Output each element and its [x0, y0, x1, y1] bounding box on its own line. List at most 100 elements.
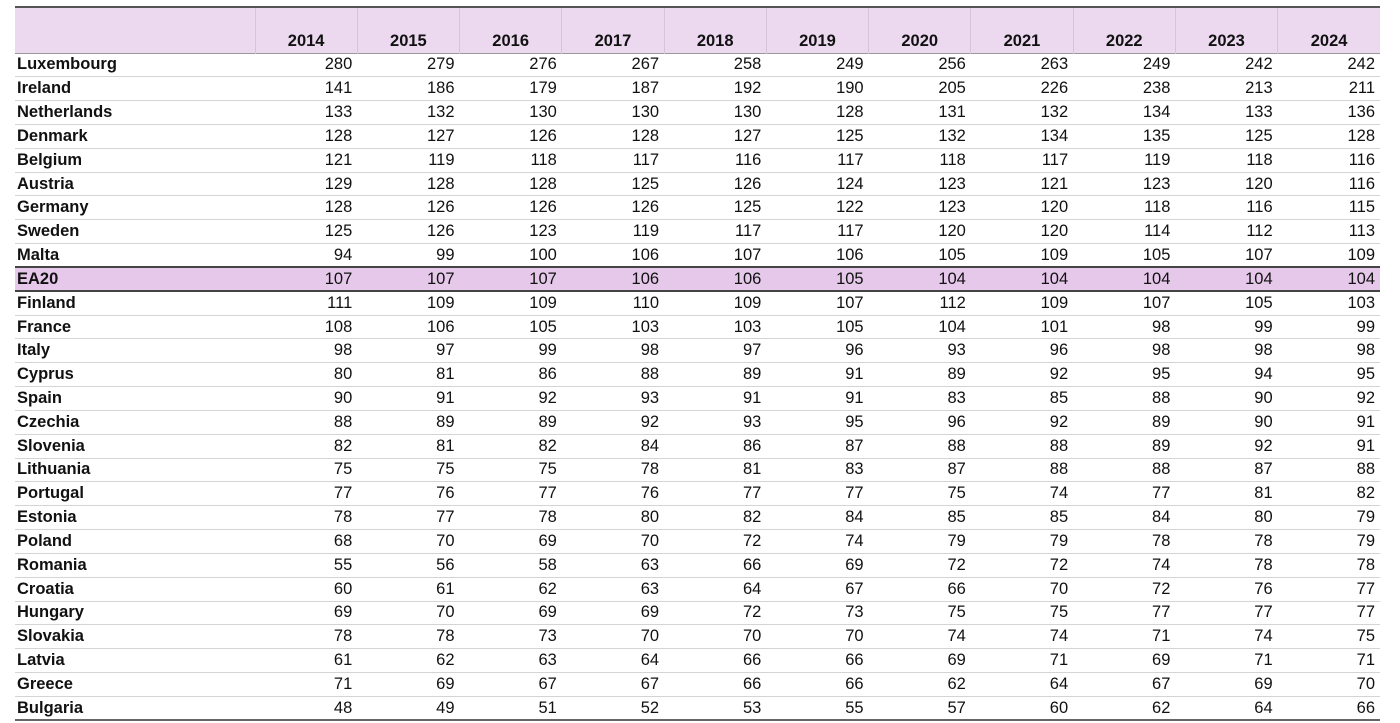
cell-value: 73 — [845, 603, 864, 622]
table-row: Germany 128 126 126 126 125 122 123 120 118 116 115 — [15, 196, 1380, 220]
cell-value: 66 — [742, 674, 762, 693]
cell-value: 89 — [436, 412, 455, 431]
cell-value: 69 — [333, 603, 353, 622]
cell-value: 135 — [1142, 126, 1171, 145]
cell-value: 128 — [324, 126, 353, 145]
cell-value: 123 — [938, 198, 966, 217]
cell-value: 119 — [632, 222, 660, 241]
cell-value: 75 — [1049, 603, 1069, 622]
cell-value: 88 — [1049, 460, 1069, 479]
cell-value: 58 — [538, 555, 557, 574]
column-header: 2021 — [970, 7, 1074, 53]
table-row: Cyprus 80 81 86 88 89 91 89 92 95 94 95 — [15, 363, 1380, 387]
cell-value: 73 — [538, 627, 557, 646]
row-label: Greece — [17, 674, 73, 693]
cell-value: 72 — [742, 603, 762, 622]
cell-value: 89 — [1152, 412, 1171, 431]
cell-value: 62 — [436, 651, 455, 670]
cell-value: 125 — [836, 126, 864, 145]
cell-value: 92 — [1049, 412, 1069, 431]
cell-value: 80 — [333, 365, 353, 384]
cell-value: 106 — [631, 245, 660, 264]
cell-value: 87 — [947, 460, 966, 479]
cell-value: 101 — [1040, 317, 1069, 336]
cell-value: 60 — [333, 579, 353, 598]
cell-value: 93 — [640, 389, 660, 407]
cell-value: 129 — [324, 174, 353, 193]
cell-value: 123 — [1142, 174, 1171, 193]
row-label: Italy — [17, 341, 51, 360]
column-header: 2019 — [765, 7, 869, 53]
cell-value: 87 — [1254, 460, 1273, 479]
table-row: Portugal 77 76 77 76 77 77 75 74 77 81 82 — [15, 482, 1380, 506]
cell-value: 107 — [427, 269, 455, 288]
cell-value: 118 — [1246, 150, 1273, 169]
cell-value: 118 — [530, 150, 557, 169]
row-label: Denmark — [17, 126, 88, 145]
cell-value: 88 — [640, 365, 660, 384]
cell-value: 103 — [631, 317, 660, 336]
cell-value: 125 — [324, 222, 353, 241]
cell-value: 79 — [1356, 508, 1375, 527]
data-table: 2014 2015 2016 2017 2018 2019 2020 2021 2022 2023… — [15, 6, 1380, 721]
cell-value: 69 — [436, 674, 455, 693]
table-row: Denmark 128 127 126 128 127 125 132 134 135 125 128 — [15, 124, 1380, 149]
header-row: 2014 2015 2016 2017 2018 2019 2020 2021 2022 2023… — [15, 7, 1380, 53]
cell-value: 131 — [938, 103, 966, 122]
cell-value: 67 — [640, 674, 660, 693]
cell-value: 60 — [1049, 698, 1069, 717]
table-row: Latvia 61 62 63 64 66 66 69 71 69 71 71 — [15, 649, 1380, 673]
row-label: Austria — [17, 174, 74, 193]
cell-value: 70 — [742, 627, 762, 646]
cell-value: 192 — [733, 79, 762, 98]
cell-value: 134 — [1142, 103, 1171, 122]
cell-value: 69 — [947, 651, 966, 670]
cell-value: 226 — [1040, 79, 1069, 98]
cell-value: 92 — [1356, 389, 1375, 407]
table-row: Belgium 121 119 118 117 116 117 118 117 119 118 116 — [15, 148, 1380, 173]
cell-value: 107 — [1245, 245, 1273, 264]
cell-value: 78 — [1254, 531, 1273, 550]
cell-value: 112 — [1246, 222, 1273, 241]
cell-value: 242 — [1347, 55, 1375, 74]
cell-value: 205 — [938, 79, 966, 98]
cell-value: 78 — [1356, 555, 1375, 574]
cell-value: 126 — [529, 198, 557, 217]
cell-value: 100 — [529, 245, 557, 264]
cell-value: 107 — [733, 245, 762, 264]
cell-value: 132 — [1040, 103, 1069, 122]
cell-value: 62 — [1152, 698, 1171, 717]
cell-value: 104 — [938, 269, 966, 288]
cell-value: 63 — [640, 555, 660, 574]
cell-value: 93 — [947, 341, 966, 360]
cell-value: 128 — [427, 174, 455, 193]
cell-value: 91 — [742, 389, 762, 407]
cell-value: 62 — [947, 674, 966, 693]
cell-value: 98 — [1152, 317, 1171, 336]
cell-value: 77 — [1356, 603, 1375, 622]
column-header: 2022 — [1072, 7, 1176, 53]
cell-value: 75 — [436, 460, 455, 479]
cell-value: 179 — [529, 79, 557, 98]
table-row: Netherlands 133 132 130 130 130 128 131 132 134 13… — [15, 101, 1380, 125]
cell-value: 88 — [1356, 460, 1375, 479]
cell-value: 94 — [333, 245, 353, 264]
row-label: Bulgaria — [17, 698, 84, 717]
cell-value: 69 — [1152, 651, 1171, 670]
row-label: Czechia — [17, 412, 80, 431]
cell-value: 70 — [640, 627, 660, 646]
cell-value: 120 — [938, 222, 966, 241]
cell-value: 263 — [1040, 55, 1069, 74]
cell-value: 92 — [538, 389, 557, 407]
row-label: Germany — [17, 198, 89, 217]
cell-value: 118 — [1144, 198, 1171, 217]
cell-value: 64 — [742, 579, 762, 598]
column-header: 2014 — [254, 7, 358, 53]
cell-value: 267 — [631, 55, 660, 74]
cell-value: 77 — [1152, 484, 1171, 503]
column-header: 2023 — [1174, 7, 1278, 53]
cell-value: 77 — [1152, 603, 1171, 622]
cell-value: 72 — [742, 531, 762, 550]
cell-value: 109 — [1040, 245, 1069, 264]
cell-value: 81 — [436, 436, 455, 455]
